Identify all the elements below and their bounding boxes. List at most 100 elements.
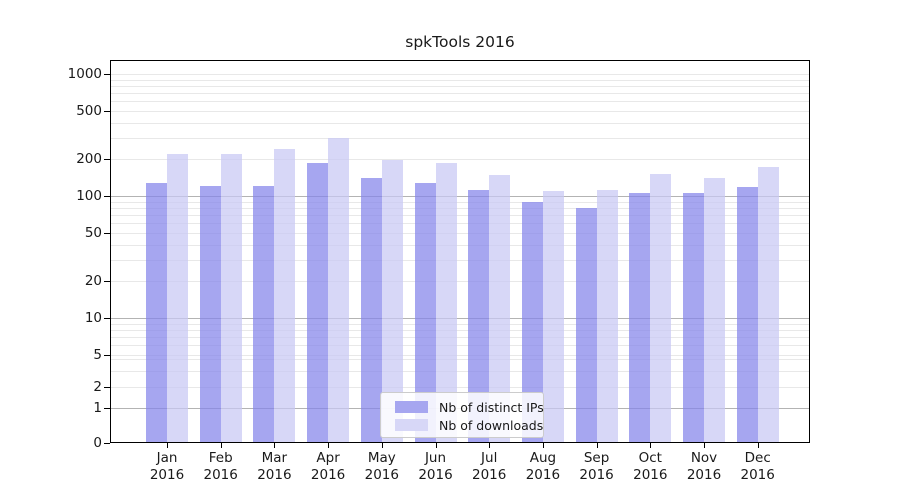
x-tick-label: Jan 2016 bbox=[149, 450, 185, 483]
chart-title: spkTools 2016 bbox=[405, 33, 515, 51]
y-tick-mark bbox=[104, 408, 110, 409]
x-tick-label: Jun 2016 bbox=[418, 450, 453, 483]
gridline-major bbox=[111, 196, 809, 197]
y-tick-label: 100 bbox=[76, 188, 102, 204]
y-tick-mark bbox=[104, 232, 110, 234]
gridline-minor bbox=[111, 329, 809, 331]
x-tick-mark bbox=[328, 443, 330, 448]
y-tick-label: 1000 bbox=[67, 66, 102, 82]
gridline-minor bbox=[111, 259, 809, 261]
legend-item: Nb of distinct IPs bbox=[395, 398, 544, 416]
y-tick-label: 20 bbox=[84, 273, 102, 290]
x-tick-label: Dec 2016 bbox=[740, 450, 775, 483]
x-tick-mark bbox=[596, 443, 598, 448]
x-tick-label: May 2016 bbox=[364, 450, 399, 483]
legend: Nb of distinct IPs Nb of downloads bbox=[380, 392, 544, 438]
y-tick-label: 500 bbox=[76, 102, 102, 119]
bar-downloads bbox=[542, 190, 564, 442]
legend-item: Nb of downloads bbox=[395, 416, 543, 434]
y-tick-label: 50 bbox=[84, 224, 102, 241]
legend-swatch bbox=[395, 401, 428, 413]
bar-distinct-ips bbox=[736, 187, 758, 442]
gridline-minor bbox=[111, 92, 809, 94]
legend-label: Nb of distinct IPs bbox=[439, 399, 544, 415]
bar-distinct-ips bbox=[360, 178, 382, 442]
gridline-minor bbox=[111, 101, 809, 103]
y-tick-mark bbox=[104, 318, 110, 319]
bar-downloads bbox=[596, 189, 618, 442]
bar-distinct-ips bbox=[253, 186, 275, 442]
y-tick-mark bbox=[104, 196, 110, 197]
y-tick-mark bbox=[104, 281, 110, 283]
gridline-minor bbox=[111, 345, 809, 347]
gridline-minor bbox=[111, 354, 809, 356]
gridline-minor bbox=[111, 244, 809, 246]
x-tick-mark bbox=[274, 443, 276, 448]
gridline-minor bbox=[111, 110, 809, 112]
bar-distinct-ips bbox=[629, 193, 651, 442]
bar-distinct-ips bbox=[521, 201, 543, 442]
gridline-minor bbox=[111, 281, 809, 283]
legend-label: Nb of downloads bbox=[439, 417, 544, 433]
x-tick-label: Jul 2016 bbox=[472, 450, 507, 483]
gridline-minor bbox=[111, 359, 809, 360]
bar-distinct-ips bbox=[468, 189, 490, 442]
x-tick-mark bbox=[167, 443, 168, 448]
bar-downloads bbox=[757, 167, 779, 442]
gridline-minor bbox=[111, 159, 809, 161]
y-tick-label: 0 bbox=[93, 435, 102, 451]
bar-downloads bbox=[220, 154, 242, 442]
bar-downloads bbox=[328, 137, 350, 442]
y-tick-mark bbox=[104, 110, 110, 112]
gridline-major bbox=[111, 318, 809, 319]
bar-downloads bbox=[489, 174, 511, 442]
x-tick-label: Feb 2016 bbox=[203, 450, 238, 483]
gridline-minor bbox=[111, 74, 809, 75]
plot-area bbox=[110, 60, 810, 443]
gridline-minor bbox=[111, 201, 809, 203]
x-tick-label: Aug 2016 bbox=[525, 450, 561, 483]
y-tick-label: 5 bbox=[93, 346, 102, 363]
bar-downloads bbox=[381, 160, 403, 442]
gridline-minor bbox=[111, 336, 809, 338]
bar-downloads bbox=[704, 178, 725, 442]
x-tick-label: Oct 2016 bbox=[633, 450, 668, 483]
gridline-minor bbox=[111, 122, 809, 124]
bar-downloads bbox=[650, 173, 672, 442]
x-tick-mark bbox=[220, 443, 222, 448]
y-tick-mark bbox=[104, 387, 110, 388]
y-tick-label: 200 bbox=[76, 151, 102, 168]
y-tick-mark bbox=[104, 443, 110, 444]
bar-downloads bbox=[167, 154, 188, 442]
x-tick-label: Sep 2016 bbox=[579, 450, 614, 483]
bar-distinct-ips bbox=[575, 208, 597, 442]
y-tick-label: 1 bbox=[93, 400, 102, 416]
gridline-minor bbox=[111, 214, 809, 216]
x-tick-mark bbox=[757, 443, 759, 448]
x-tick-label: Nov 2016 bbox=[686, 450, 722, 483]
bar-distinct-ips bbox=[414, 182, 436, 442]
gridline-minor bbox=[111, 137, 809, 139]
gridline-minor bbox=[111, 370, 809, 372]
y-tick-label: 2 bbox=[93, 379, 102, 395]
bar-distinct-ips bbox=[683, 193, 704, 442]
gridline-minor bbox=[111, 323, 809, 325]
x-tick-label: Mar 2016 bbox=[257, 450, 292, 483]
bar-downloads bbox=[274, 148, 296, 442]
gridline-minor bbox=[111, 85, 809, 87]
gridline-minor bbox=[111, 232, 809, 234]
y-tick-mark bbox=[104, 74, 110, 75]
y-tick-mark bbox=[104, 159, 110, 161]
bar-distinct-ips bbox=[199, 186, 221, 442]
bar-distinct-ips bbox=[307, 163, 329, 442]
x-tick-mark bbox=[489, 443, 491, 448]
gridline-minor bbox=[111, 387, 809, 388]
x-tick-mark bbox=[650, 443, 652, 448]
legend-swatch bbox=[395, 419, 428, 431]
x-tick-mark bbox=[542, 443, 544, 448]
gridline-minor bbox=[111, 223, 809, 225]
bar-downloads bbox=[435, 162, 457, 442]
x-tick-label: Apr 2016 bbox=[310, 450, 346, 483]
x-tick-mark bbox=[704, 443, 705, 448]
